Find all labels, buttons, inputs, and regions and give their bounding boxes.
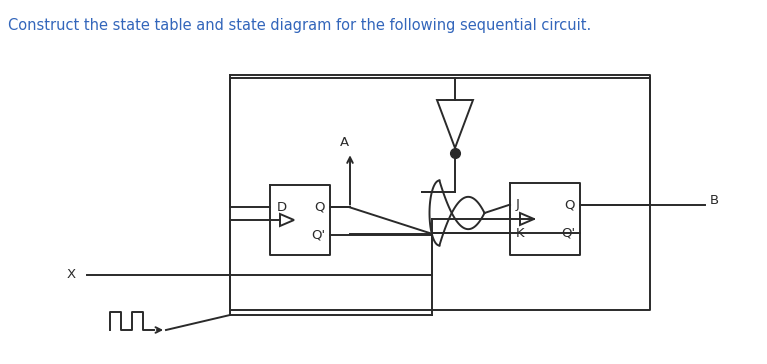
Text: D: D [277,201,287,214]
Text: K: K [516,227,525,240]
Text: Construct the state table and state diagram for the following sequential circuit: Construct the state table and state diag… [8,18,591,33]
Text: Q': Q' [311,229,325,242]
Text: Q: Q [565,198,575,211]
Text: Q': Q' [561,227,575,240]
Text: J: J [516,198,520,211]
Text: B: B [710,194,719,206]
Text: A: A [340,136,349,149]
Text: Q: Q [314,201,325,214]
Text: X: X [67,269,76,281]
